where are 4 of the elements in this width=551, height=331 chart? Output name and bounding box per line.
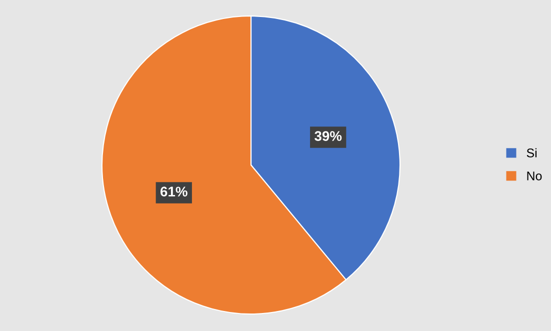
data-label: 39% <box>314 131 342 141</box>
legend-label: Si <box>526 148 537 158</box>
data-label: 61% <box>160 186 188 196</box>
legend-label: No <box>527 172 542 180</box>
